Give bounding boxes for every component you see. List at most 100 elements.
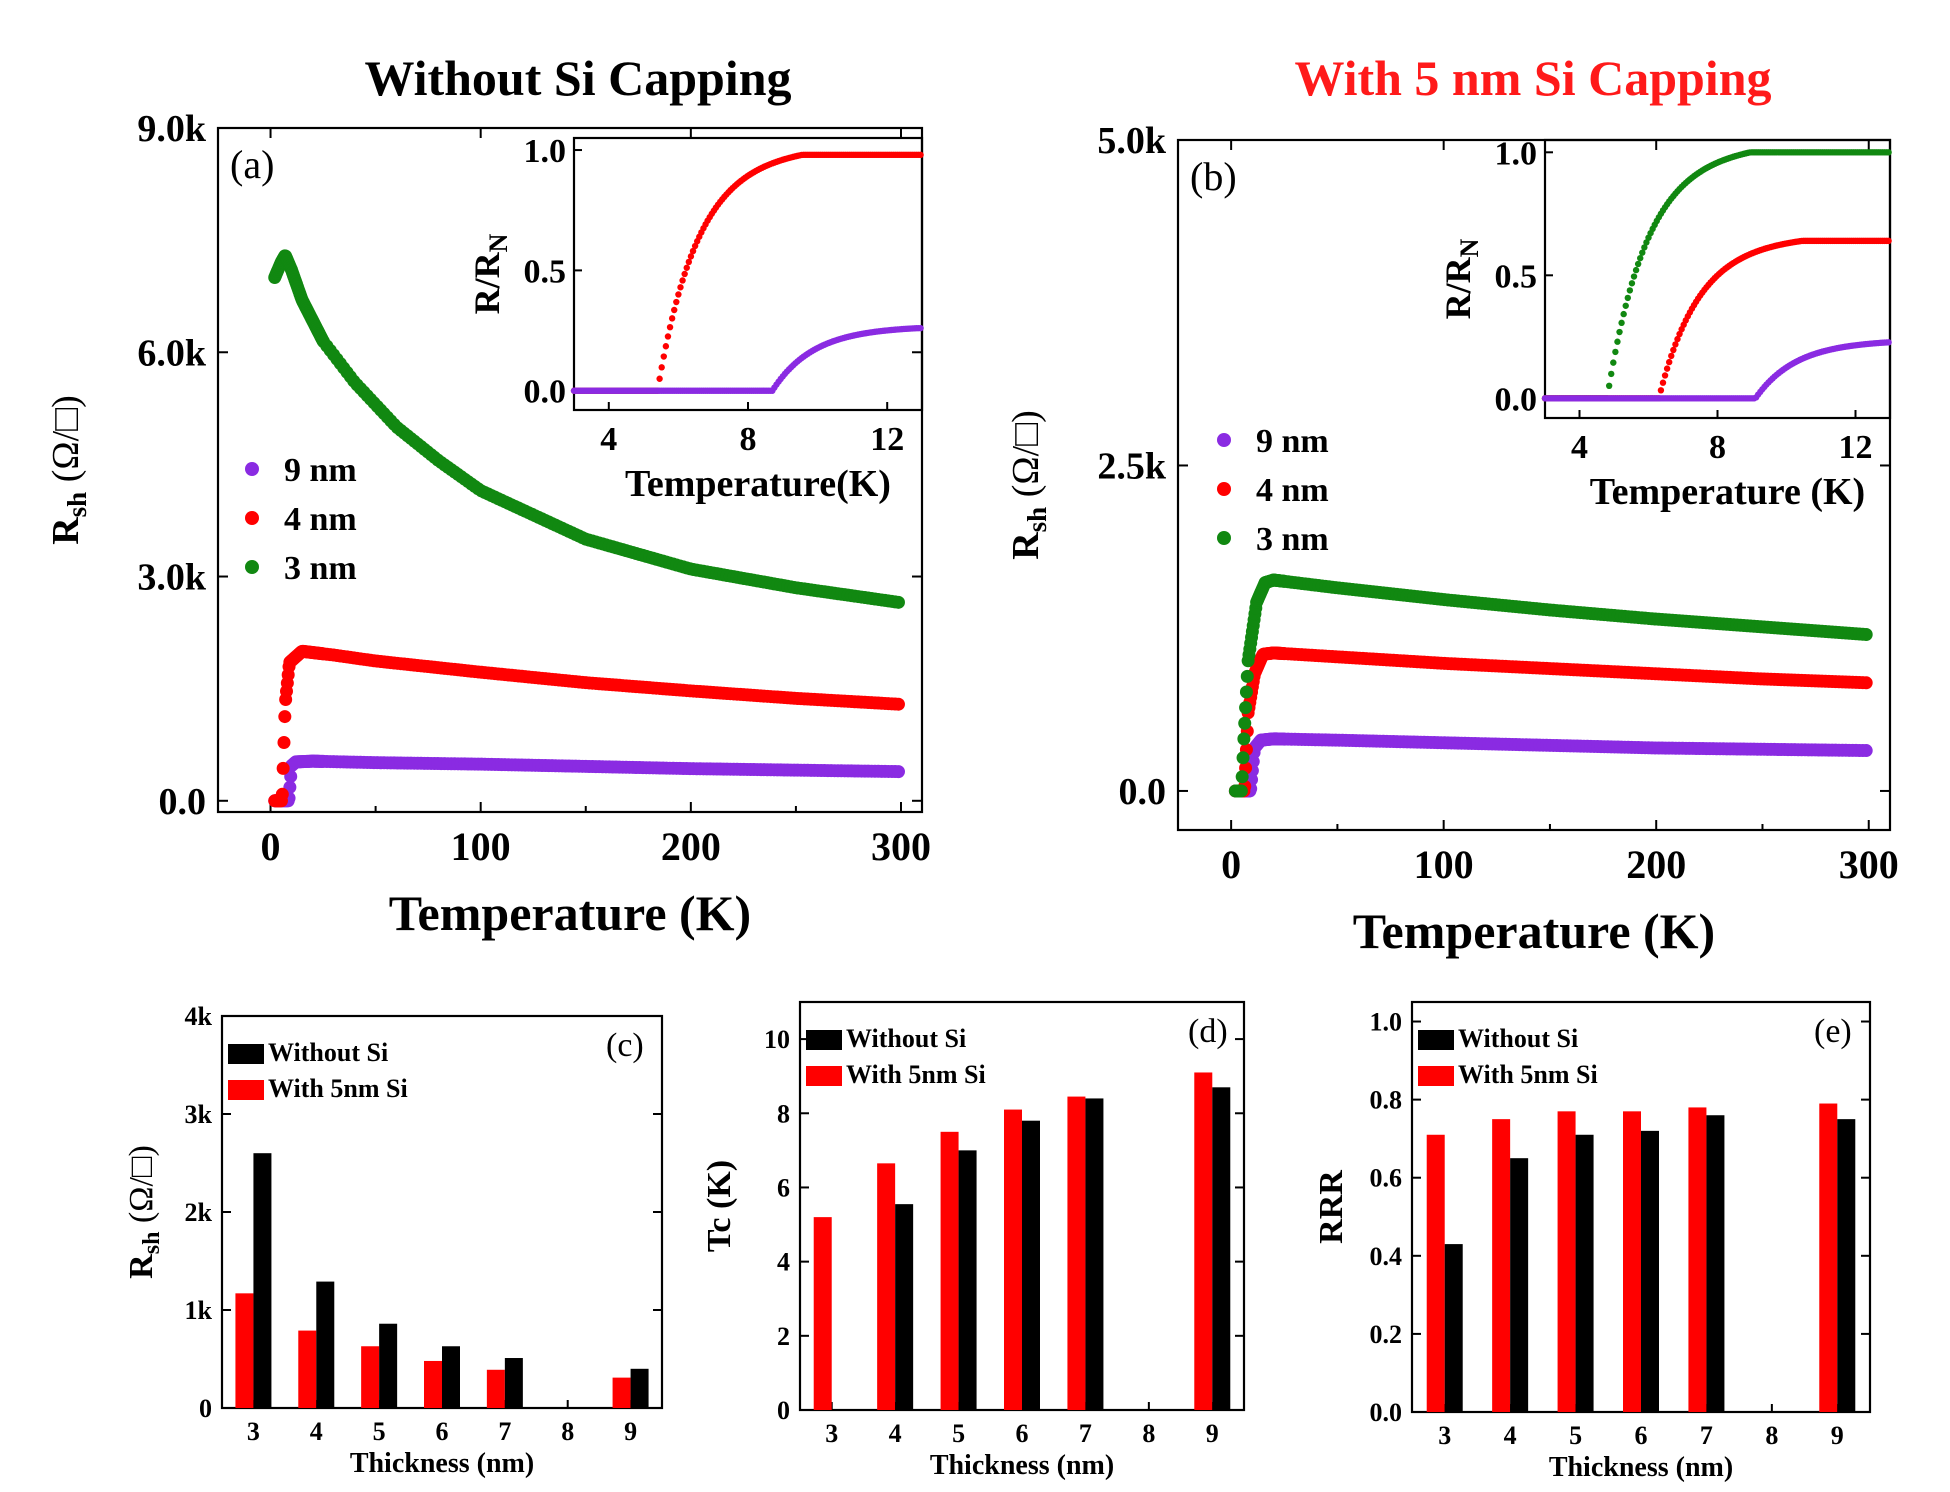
panel-e-bar-with-si-7nm [1688,1107,1707,1412]
panel-c-bar-without-si-6nm [442,1346,460,1408]
panel-e-legend-label-with: With 5nm Si [1458,1060,1598,1089]
panel-a-series-3nm [268,249,905,609]
panel-b-xtick-label: 0 [1221,842,1241,887]
panel-d-xtick-label: 8 [1142,1419,1155,1448]
panel-a-axes-frame [216,126,924,814]
panel-d-legend-marker-with [806,1066,842,1086]
panel-e-xtick-label: 3 [1438,1421,1451,1450]
panel-e-legend: Without Si With 5nm Si [1418,1024,1598,1089]
panel-a-legend-label: 3 nm [284,550,357,587]
panel-e-ytick-label: 0.0 [1370,1398,1403,1427]
panel-c-ytick-label: 0 [199,1394,212,1423]
panel-c-legend-marker-without [228,1044,264,1064]
panel-a-inset-data-point [660,353,667,360]
panel-d-ytick-label: 10 [764,1025,790,1054]
panel-e-rrr-vs-thickness: 3 4 5 6 7 8 9 0.0 0.2 0.4 0.6 0.8 1.0 Thickness (nm) R… [1313,1000,1872,1483]
panel-c-xtick-label: 5 [373,1417,386,1446]
panel-b-inset-data-point [1637,254,1644,262]
panel-a-inset-x-axis-title: Temperature(K) [625,463,891,505]
panel-a-xtick-label: 0 [261,824,281,869]
panel-e-legend-label-without: Without Si [1458,1024,1578,1053]
panel-a-inset-data-point [656,375,663,382]
panel-b-inset-data-point [1616,328,1623,336]
panel-a-inset-data-point [666,323,674,331]
panel-b-xtick-label: 200 [1626,842,1686,887]
panel-a-data-point [276,761,290,775]
panel-e-xtick-label: 5 [1569,1421,1582,1450]
panel-e-bar-without-si-6nm [1641,1130,1659,1412]
panel-b-inset-data-point [1659,379,1667,386]
panel-b-legend-label: 3 nm [1256,521,1329,558]
panel-b-inset-data-point [1628,280,1636,287]
panel-c-panel-label: (c) [606,1027,644,1064]
panel-b-legend-marker [1217,531,1231,545]
panel-b-data-point [1238,716,1252,730]
panel-a-data [268,249,905,808]
panel-a-series-4nm [268,644,905,808]
panel-e-bar-without-si-9nm [1837,1119,1856,1412]
panel-c-legend-marker-with [228,1080,264,1100]
panel-b-legend-label: 9 nm [1256,423,1329,460]
panel-d-x-axis-title: Thickness (nm) [930,1450,1114,1481]
panel-e-legend-marker-without [1418,1030,1454,1050]
panel-c-bar-without-si-4nm [316,1281,335,1408]
panel-b-data-point [1859,744,1873,758]
panel-d-ytick-label: 6 [777,1173,790,1202]
panel-c-xtick-label: 3 [247,1417,260,1446]
panel-b-inset-xtick-label: 12 [1839,429,1873,466]
panel-b-ytick-label: 0.0 [1119,771,1167,813]
panel-a-inset-data-point [658,364,665,371]
panel-b-inset-data-point [1885,237,1892,245]
panel-c-bar-without-si-5nm [379,1323,398,1408]
panel-c-bar-with-si-9nm [612,1377,631,1408]
panel-b-inset-data-point [1657,387,1665,394]
panel-a-ytick-label: 0.0 [159,781,207,823]
panel-c-xtick-label: 8 [561,1417,574,1446]
panel-b-inset-y-axis-title: R/RN [1438,238,1484,319]
panel-c-y-axis-title: Rsh (Ω/□) [123,1145,165,1279]
panel-d-bar-with-si-5nm [940,1131,959,1410]
panel-b-inset-xtick-label: 8 [1709,429,1726,466]
panel-c-xtick-label: 4 [310,1417,323,1446]
panel-b-inset-ytick-label: 1.0 [1495,135,1538,172]
panel-c-bar-without-si-9nm [630,1368,649,1408]
panel-d-xtick-label: 5 [952,1419,965,1448]
panel-d-bars [813,1072,1231,1410]
panel-a-legend-label: 4 nm [284,501,357,538]
panel-a-data-point [891,765,905,779]
panel-a-ytick-label: 6.0k [137,332,207,374]
panel-d-xtick-label: 9 [1206,1419,1219,1448]
panel-b-inset-xtick-label: 4 [1571,429,1588,466]
panel-b-inset-data-point [1626,287,1634,294]
panel-c-ytick-label: 2k [185,1198,213,1227]
panel-e-ytick-label: 1.0 [1370,1008,1403,1037]
panel-d-bar-with-si-4nm [877,1163,896,1410]
panel-c-xtick-label: 7 [498,1417,511,1446]
panel-e-panel-label: (e) [1814,1013,1852,1050]
panel-d-xtick-label: 3 [825,1419,838,1448]
panel-a-inset-ytick-label: 1.0 [524,133,567,170]
panel-b-inset-data-point [1614,338,1621,345]
panel-b-inset-data-point [1672,341,1679,348]
panel-b-inset-data-point [1618,319,1625,327]
panel-d-y-axis-title: Tc (K) [701,1160,738,1252]
panel-e-xtick-label: 8 [1765,1421,1778,1450]
panel-b-inset-data-point [1620,310,1627,318]
panel-c-legend-label-with: With 5nm Si [268,1074,408,1103]
panel-d-bar-without-si-9nm [1212,1087,1231,1410]
panel-a-inset-ytick-label: 0.5 [524,253,567,290]
panel-c-ytick-label: 3k [185,1100,213,1129]
panel-b-data-point [1237,732,1251,746]
panel-b-series-3nm [1228,573,1873,798]
panel-d-ytick-label: 2 [777,1322,790,1351]
panel-a-inset-xtick-label: 8 [740,421,757,458]
panel-e-ytick-label: 0.8 [1370,1086,1403,1115]
panel-a-y-axis-title: Rsh (Ω/□) [45,395,92,545]
panel-d-legend-label-without: Without Si [846,1024,966,1053]
panel-e-legend-marker-with [1418,1066,1454,1086]
panel-a-legend-marker [245,511,259,525]
panel-a-inset-data-point [675,291,682,298]
panel-b-title: With 5 nm Si Capping [1294,50,1771,106]
panel-c-bar-with-si-6nm [424,1360,442,1408]
panel-c-x-axis-title: Thickness (nm) [350,1448,534,1479]
